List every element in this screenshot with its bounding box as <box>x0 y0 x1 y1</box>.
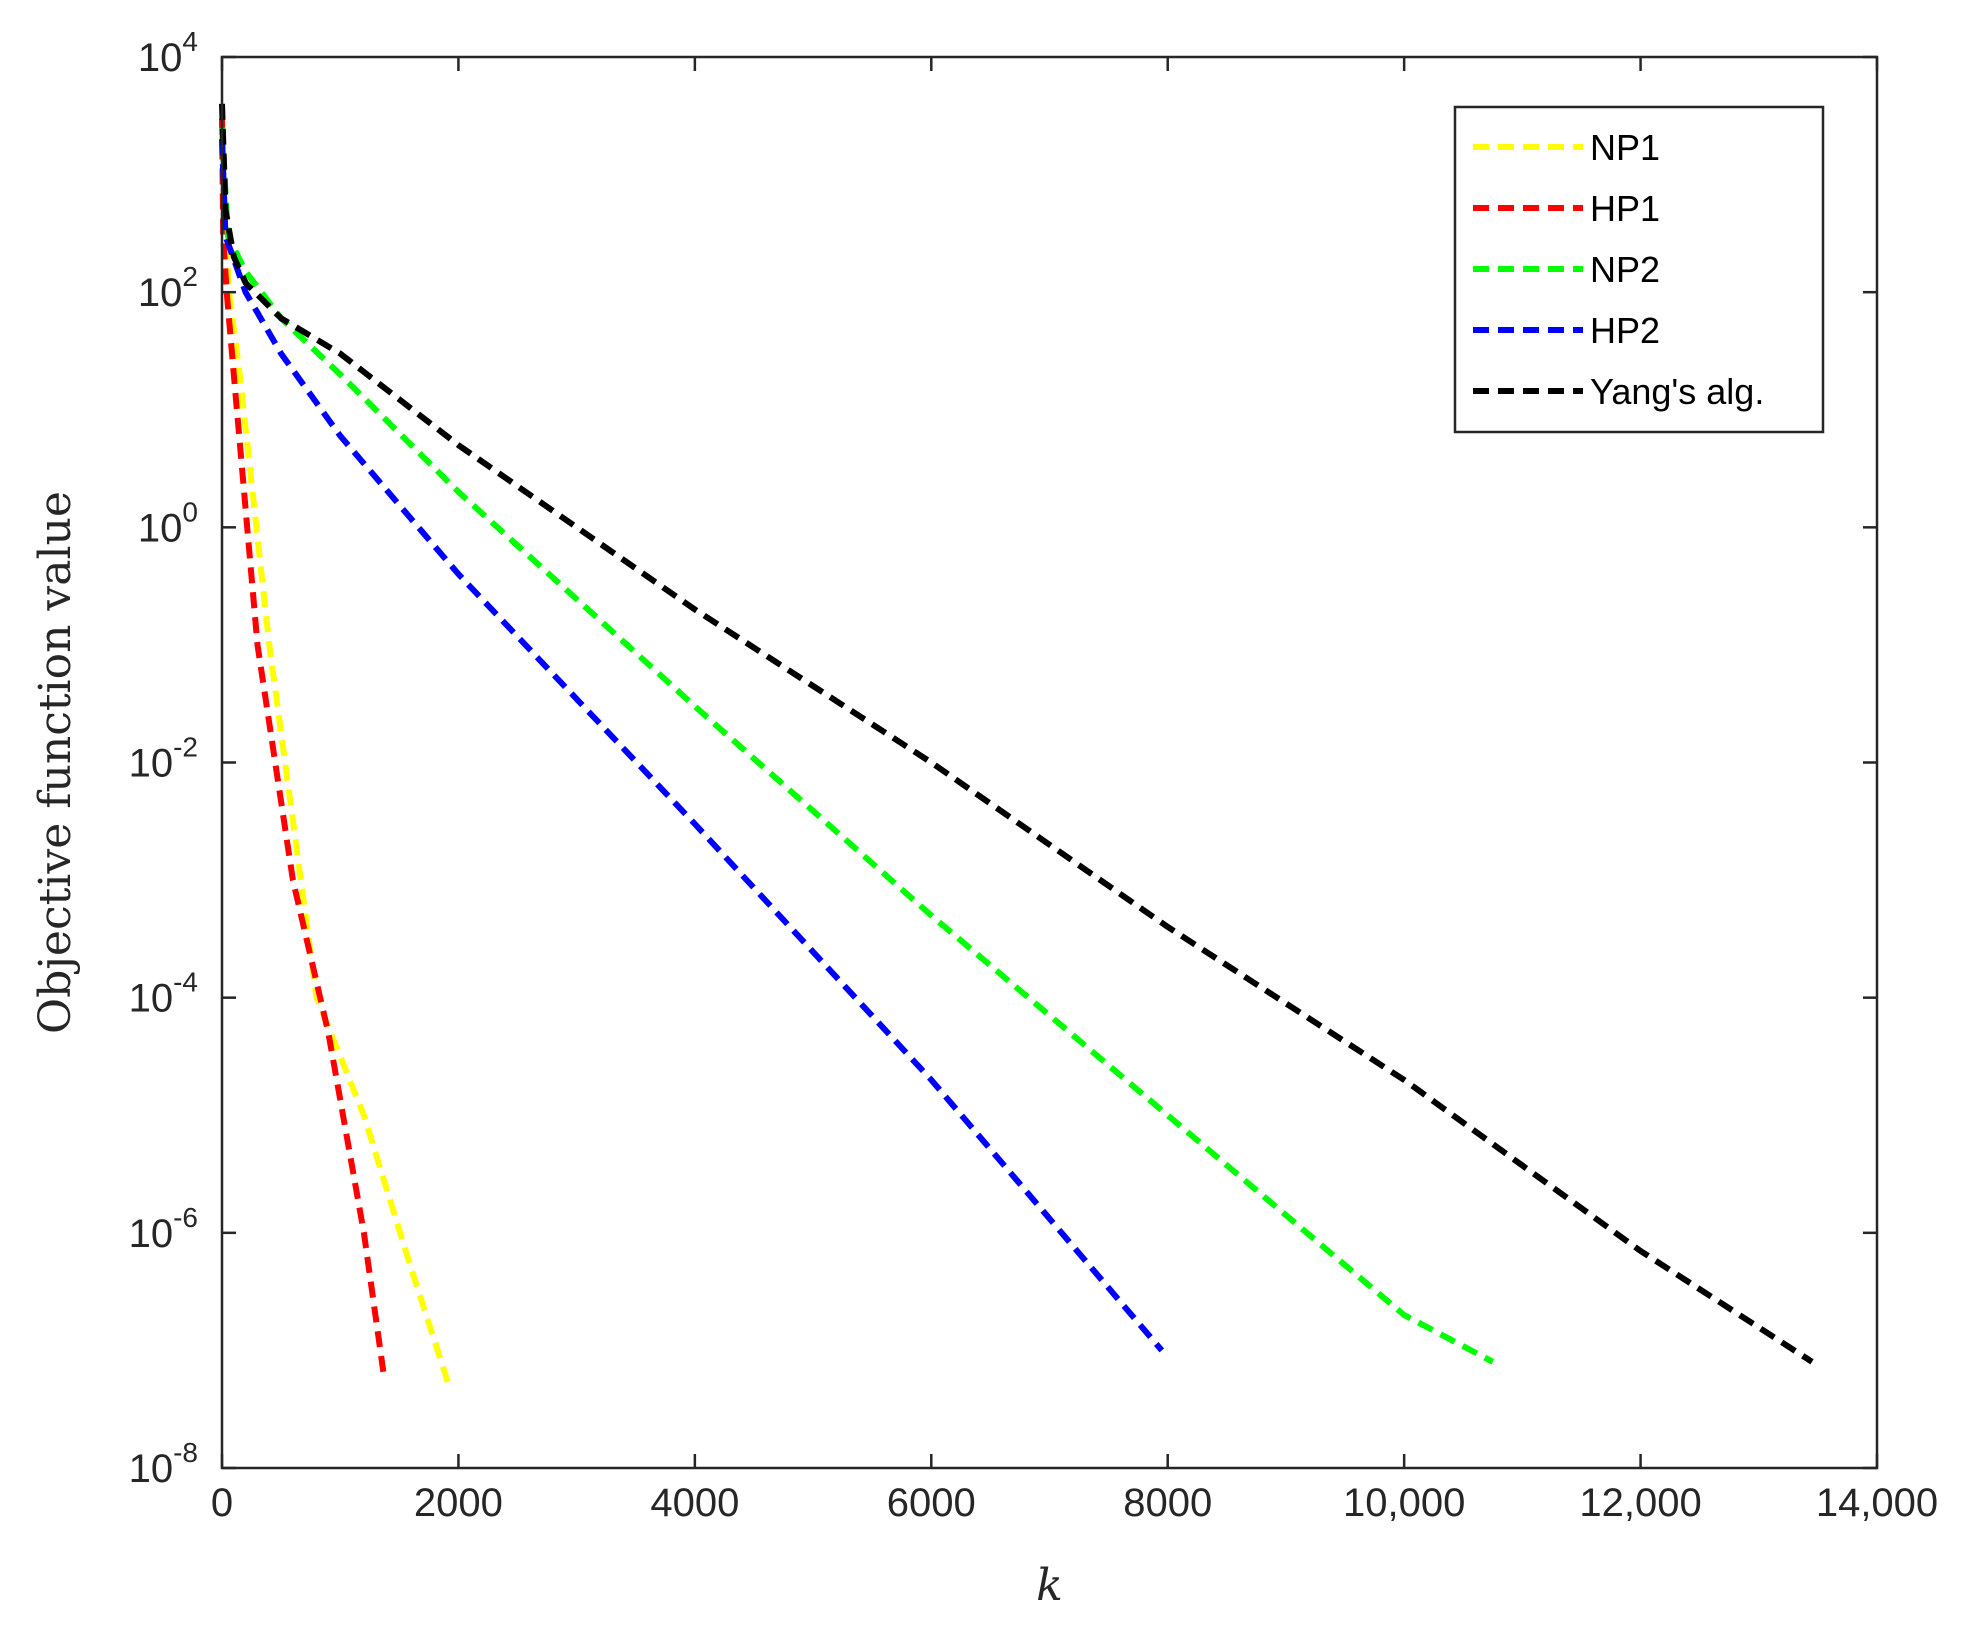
y-tick-label-3: 10-2 <box>129 732 198 786</box>
x-tick-label-4: 8000 <box>1123 1481 1212 1525</box>
y-tick-label-6: 104 <box>138 26 198 80</box>
ticks-layer <box>220 55 1879 1470</box>
series-layer <box>219 103 1814 1387</box>
x-tick-label-5: 10,000 <box>1343 1481 1465 1525</box>
x-tick-label-0: 0 <box>211 1481 233 1525</box>
legend-label-3: HP2 <box>1590 310 1660 351</box>
series-line-1 <box>219 118 387 1377</box>
legend-label-1: HP1 <box>1590 188 1660 229</box>
y-tick-label-2: 10-4 <box>129 967 198 1021</box>
legend-label-2: NP2 <box>1590 249 1660 290</box>
series-line-3 <box>219 139 1165 1353</box>
legend-box <box>1453 105 1825 434</box>
x-tick-label-3: 6000 <box>887 1481 976 1525</box>
y-tick-label-5: 102 <box>138 261 198 315</box>
y-tick-label-1: 10-6 <box>129 1202 198 1256</box>
y-tick-label-4: 100 <box>138 496 198 550</box>
labels-layer: 0 2000 4000 6000 8000 10,000 12,000 14,000 10-8 1… <box>129 26 1939 1525</box>
x-tick-label-1: 2000 <box>414 1481 503 1525</box>
series-line-2 <box>219 127 1495 1365</box>
x-tick-label-6: 12,000 <box>1579 1481 1701 1525</box>
series-line-4 <box>219 103 1814 1365</box>
legend-label-4: Yang's alg. <box>1590 371 1764 412</box>
x-tick-label-2: 4000 <box>650 1481 739 1525</box>
y-axis-title: Objective function value <box>30 491 81 1034</box>
x-tick-label-7: 14,000 <box>1816 1481 1938 1525</box>
x-axis-title: k <box>1036 1560 1063 1611</box>
legend: NP1 HP1 NP2 HP2 Yang's alg. <box>1453 105 1825 434</box>
series-line-0 <box>219 118 452 1387</box>
y-tick-label-0: 10-8 <box>129 1437 198 1491</box>
legend-label-0: NP1 <box>1590 127 1660 168</box>
